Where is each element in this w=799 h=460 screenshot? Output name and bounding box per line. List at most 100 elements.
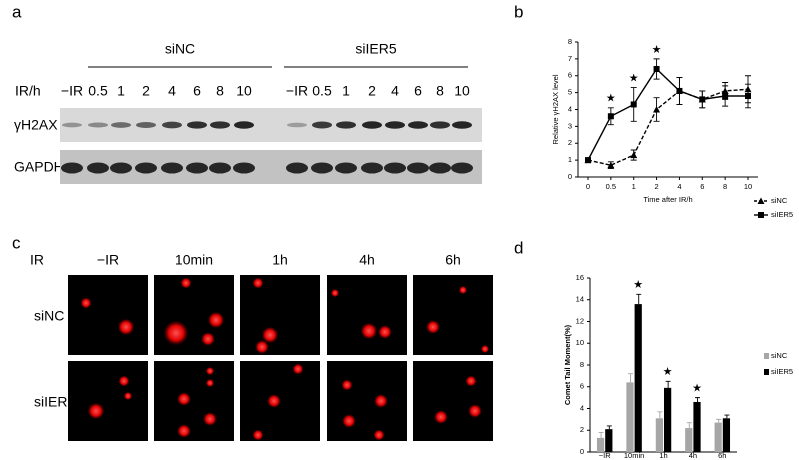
blot-band xyxy=(110,162,132,174)
y-tick-label: 3 xyxy=(568,121,572,130)
significance-star: ★ xyxy=(629,72,639,84)
blot-band xyxy=(408,121,428,129)
panel-label: a xyxy=(12,2,22,21)
group-label: siIER5 xyxy=(355,41,396,57)
x-tick-label: 10 xyxy=(744,182,752,191)
comet-cell xyxy=(205,378,215,388)
error-bar xyxy=(627,373,633,383)
y-tick-label: 4 xyxy=(568,104,572,113)
lane-label: 8 xyxy=(436,83,444,99)
bar xyxy=(605,429,613,452)
comet-cell xyxy=(80,297,92,309)
bar xyxy=(693,401,701,452)
blot-band xyxy=(407,162,429,174)
comet-cell xyxy=(465,375,477,387)
bar xyxy=(596,437,605,452)
blot-band xyxy=(336,121,356,129)
bar xyxy=(722,418,731,452)
significance-star: ★ xyxy=(633,279,643,291)
comet-cell xyxy=(203,412,217,426)
error-bar xyxy=(695,397,701,402)
y-tick-label: 1 xyxy=(568,155,572,164)
column-label: −IR xyxy=(97,252,119,268)
blot-band xyxy=(287,122,307,128)
comet-cell xyxy=(267,394,281,408)
blot-band xyxy=(210,121,230,129)
x-tick-label: 0 xyxy=(586,182,590,191)
lane-label: 8 xyxy=(216,83,224,99)
lane-label: 4 xyxy=(168,83,176,99)
error-bar xyxy=(724,414,730,419)
data-point xyxy=(630,151,638,159)
significance-star: ★ xyxy=(606,93,616,105)
error-bar xyxy=(606,425,612,430)
legend-label: siNC xyxy=(771,351,788,360)
y-tick-label: 0 xyxy=(580,447,584,456)
lane-label: 6 xyxy=(193,83,201,99)
y-tick-label: 6 xyxy=(568,71,572,80)
x-tick-label: 6h xyxy=(718,451,726,460)
error-bar xyxy=(598,431,604,438)
blot-band xyxy=(135,162,157,174)
y-tick-label: 8 xyxy=(580,360,584,369)
lane-label: 10 xyxy=(454,83,470,99)
significance-star: ★ xyxy=(663,366,673,378)
data-point xyxy=(585,157,591,164)
blot-band xyxy=(312,121,332,129)
lane-label: 1 xyxy=(117,83,125,99)
column-label: 1h xyxy=(272,252,288,268)
y-tick-label: 0 xyxy=(568,172,572,181)
blot-row-label: γH2AX xyxy=(14,117,58,133)
comet-cell xyxy=(205,366,215,376)
comet-image xyxy=(327,275,407,355)
blot-band xyxy=(286,162,308,174)
data-point xyxy=(676,87,683,94)
data-point xyxy=(653,106,661,113)
blot-row-label: GAPDH xyxy=(14,159,64,175)
x-tick-label: 2 xyxy=(654,182,658,191)
y-axis-title: Comet Tail Moment(%) xyxy=(563,324,572,405)
bar xyxy=(714,422,722,452)
legend-label: siIER5 xyxy=(771,367,793,376)
x-tick-label: 0.5 xyxy=(606,182,616,191)
legend-marker xyxy=(757,197,765,204)
x-tick-label: 1 xyxy=(632,182,636,191)
comet-cell xyxy=(87,402,105,420)
legend-marker xyxy=(758,212,764,218)
data-point xyxy=(722,93,729,99)
blot-band xyxy=(430,121,450,129)
comet-cell xyxy=(201,332,215,346)
blot-band xyxy=(88,122,108,128)
comet-cell xyxy=(373,429,385,441)
comet-cell xyxy=(252,429,264,441)
comet-cell xyxy=(163,320,189,346)
row-header: IR/h xyxy=(15,83,41,99)
blot-band xyxy=(335,162,357,174)
blot-band xyxy=(187,121,207,129)
comet-image xyxy=(68,361,148,441)
column-label: 6h xyxy=(445,252,461,268)
comet-cell xyxy=(180,277,192,289)
data-point xyxy=(699,96,706,103)
data-point xyxy=(653,66,660,72)
blot-band xyxy=(385,121,405,129)
blot-band xyxy=(311,162,333,174)
row-label: siNC xyxy=(34,308,64,324)
data-point xyxy=(607,161,615,169)
lane-label: −IR xyxy=(61,83,83,99)
error-bar xyxy=(686,422,692,429)
comet-cell xyxy=(292,363,304,375)
column-label: 4h xyxy=(359,252,375,268)
panel-label: b xyxy=(514,2,523,21)
blot-band xyxy=(362,121,382,129)
blot-band xyxy=(451,162,473,174)
comet-cell xyxy=(426,320,440,334)
error-bar xyxy=(716,418,722,423)
comet-cell xyxy=(341,379,353,391)
comet-cell xyxy=(342,414,356,428)
legend-swatch xyxy=(764,369,769,375)
comet-cell xyxy=(177,424,191,438)
blot-band xyxy=(87,162,109,174)
